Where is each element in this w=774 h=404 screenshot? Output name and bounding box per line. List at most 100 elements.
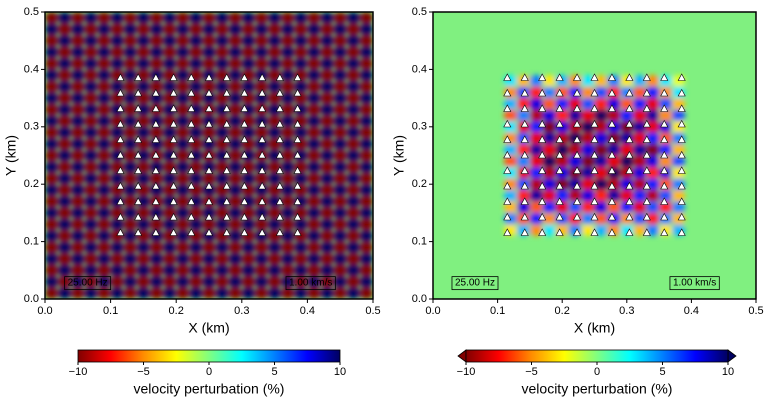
cell [149,253,164,265]
station [275,119,284,128]
cell [307,207,321,219]
cell [281,69,295,81]
cell [202,276,216,288]
cell [281,276,295,288]
cell [97,126,111,139]
cell [163,126,177,139]
cell [633,86,647,99]
cell [307,23,321,35]
cell [268,57,282,70]
cell [320,230,334,242]
cell [58,115,72,127]
cell [307,184,321,196]
station [240,181,249,190]
station [204,73,214,81]
cell [268,126,282,139]
station [607,212,616,221]
cell [228,23,242,35]
station [258,181,267,190]
x-tick-label: 0.4 [684,305,699,317]
cell [176,230,190,242]
x-tick-label: 0.5 [365,305,380,317]
cell [176,80,190,93]
cell [123,149,137,162]
cell [123,138,137,150]
colorbar-label: velocity perturbation (%) [522,381,673,397]
cell [176,126,190,139]
station [555,166,564,174]
cell [228,287,242,299]
cell [346,57,360,70]
cell [228,12,242,24]
cell [84,207,98,219]
cell [281,92,295,104]
station [204,135,214,143]
cell [294,218,308,231]
cell [123,253,137,265]
cell [71,149,85,162]
cell [163,46,177,58]
cell [307,138,321,150]
station [520,228,529,236]
cell [123,23,137,35]
cell [176,57,190,70]
station [169,135,178,143]
station [293,150,302,159]
cell [268,46,282,58]
station [275,104,284,112]
cell [346,126,360,139]
station [607,228,616,236]
cell [149,115,164,127]
cell [516,109,530,122]
cell [333,92,347,104]
cell [84,253,98,265]
station [625,228,634,236]
cell [307,46,321,58]
station [660,150,669,159]
cell [71,69,85,81]
cell [646,121,660,133]
cell [281,230,295,242]
cell [123,92,137,104]
cell [110,172,124,185]
cell [176,218,190,231]
cell [307,195,321,208]
station [187,135,196,143]
cell [71,12,85,24]
annotation-box [285,276,336,291]
cell [594,86,608,99]
station [625,104,634,112]
station [275,166,284,174]
y-tick-label: 0.1 [412,236,427,248]
cell [202,184,216,196]
cell [294,80,308,93]
station [293,181,302,190]
cell [542,212,556,225]
cell [307,276,321,288]
cell [346,23,360,35]
station [187,104,196,112]
cell [307,57,321,70]
cell [149,264,164,277]
cell [136,207,150,219]
station [169,104,178,112]
station [660,181,669,190]
cell [202,23,216,35]
station [538,212,547,221]
cell [594,166,608,179]
cell [84,34,98,47]
cell [241,218,255,231]
station [520,135,529,143]
station [538,135,547,143]
station [222,88,231,97]
station [275,228,284,236]
cell [189,126,203,139]
cell [58,80,72,93]
cell [359,241,373,254]
cell [228,253,242,265]
station [240,119,249,128]
station [222,73,231,81]
cell [189,218,203,231]
cell [542,109,556,122]
cell [202,46,216,58]
